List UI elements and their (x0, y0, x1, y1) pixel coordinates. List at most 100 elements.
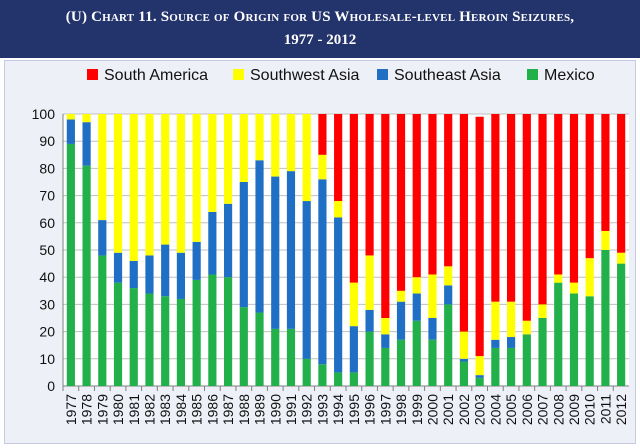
x-tick-label: 1997 (377, 394, 393, 425)
bar-southeast-asia-1977 (66, 119, 75, 144)
y-tick-label: 0 (47, 378, 55, 394)
x-tick-label: 2004 (487, 394, 503, 425)
x-tick-label: 1987 (220, 394, 236, 425)
bar-south-america-2004 (491, 114, 500, 302)
bar-southeast-asia-1995 (349, 326, 358, 373)
x-tick-label: 2000 (424, 394, 440, 425)
bar-southwest-asia-2001 (444, 266, 453, 286)
x-tick-label: 1988 (236, 394, 252, 425)
x-tick-label: 1999 (409, 394, 425, 425)
bar-south-america-1996 (365, 114, 374, 256)
bar-mexico-1990 (271, 328, 280, 386)
bar-southeast-asia-2004 (491, 339, 500, 348)
legend-label-south-america: South America (104, 67, 208, 84)
bar-mexico-2009 (569, 293, 579, 386)
bar-southwest-asia-2011 (601, 230, 610, 250)
bar-mexico-1977 (66, 143, 75, 386)
x-tick-label: 2001 (440, 394, 456, 425)
y-tick-label: 30 (39, 296, 55, 312)
bar-mexico-1989 (255, 312, 264, 386)
bar-south-america-1993 (318, 114, 327, 155)
bar-southeast-asia-1985 (192, 241, 201, 280)
y-tick-label: 80 (39, 160, 55, 176)
bar-southwest-asia-1999 (412, 277, 421, 294)
bar-mexico-2011 (601, 250, 610, 386)
bar-mexico-2000 (428, 339, 437, 386)
x-tick-label: 2003 (472, 394, 488, 425)
y-tick-label: 60 (39, 215, 55, 231)
bar-southwest-asia-2008 (554, 274, 563, 283)
legend-swatch-mexico (527, 69, 538, 80)
bar-southwest-asia-1981 (129, 114, 138, 261)
y-tick-label: 90 (39, 133, 55, 149)
bar-southwest-asia-1990 (271, 114, 280, 177)
bar-southwest-asia-2007 (538, 304, 547, 318)
chart-header: (U) Chart 11. Source of Origin for US Wh… (0, 0, 640, 58)
bar-southwest-asia-2004 (491, 301, 500, 340)
bar-southwest-asia-1994 (334, 201, 343, 218)
bar-south-america-2008 (554, 114, 563, 275)
bar-southwest-asia-1993 (318, 154, 327, 180)
x-tick-label: 2007 (535, 394, 551, 425)
bar-southwest-asia-1991 (286, 114, 296, 172)
bar-mexico-1992 (302, 358, 311, 386)
bar-mexico-2008 (554, 282, 563, 386)
bar-southwest-asia-1978 (82, 114, 91, 123)
bar-southwest-asia-2010 (585, 258, 594, 297)
x-tick-label: 1981 (126, 394, 142, 425)
bar-mexico-1993 (318, 364, 327, 386)
bar-mexico-1994 (334, 372, 343, 386)
bar-southeast-asia-2000 (428, 318, 437, 340)
bar-mexico-2002 (459, 361, 469, 386)
bar-southeast-asia-1989 (255, 160, 264, 313)
bar-mexico-2001 (444, 304, 453, 386)
x-tick-label: 1993 (314, 394, 330, 425)
bar-southeast-asia-1998 (396, 301, 406, 340)
bar-mexico-1995 (349, 372, 358, 386)
bar-southwest-asia-2002 (459, 331, 469, 359)
bar-southwest-asia-2003 (475, 356, 484, 376)
x-tick-label: 1983 (157, 394, 173, 425)
bar-southeast-asia-1982 (145, 255, 154, 294)
bar-south-america-2011 (601, 114, 610, 231)
x-tick-label: 1986 (204, 394, 220, 425)
bar-southeast-asia-1994 (334, 217, 343, 373)
x-tick-label: 1978 (79, 394, 95, 425)
bar-southeast-asia-1997 (381, 334, 390, 348)
bar-mexico-1998 (396, 339, 406, 386)
x-tick-label: 1984 (173, 394, 189, 425)
bar-southeast-asia-1983 (161, 244, 170, 297)
bar-southeast-asia-2001 (444, 285, 453, 305)
bar-southwest-asia-1995 (349, 282, 358, 327)
x-tick-label: 1994 (330, 394, 346, 425)
bar-mexico-1982 (145, 293, 154, 386)
x-tick-label: 2005 (503, 394, 519, 425)
bar-southwest-asia-1980 (113, 114, 123, 253)
x-tick-label: 1982 (141, 394, 157, 425)
bar-southeast-asia-1987 (223, 203, 233, 278)
bar-southeast-asia-2005 (506, 337, 516, 348)
x-tick-label: 1991 (283, 394, 299, 425)
bar-mexico-1985 (192, 279, 201, 386)
bar-southeast-asia-1992 (302, 201, 311, 359)
x-tick-label: 1979 (94, 394, 110, 425)
bar-south-america-1998 (396, 114, 406, 291)
bar-mexico-2003 (475, 377, 484, 386)
bar-mexico-2012 (617, 263, 626, 386)
x-tick-label: 1989 (252, 394, 268, 425)
legend-label-southwest-asia: Southwest Asia (250, 67, 360, 84)
bar-south-america-2009 (569, 114, 579, 283)
bar-mexico-1979 (98, 255, 107, 386)
bar-mexico-1981 (129, 288, 138, 386)
bar-southwest-asia-1988 (239, 114, 248, 182)
legend-swatch-southwest-asia (233, 69, 244, 80)
chart-title: (U) Chart 11. Source of Origin for US Wh… (65, 9, 575, 25)
bar-southeast-asia-2003 (475, 375, 484, 378)
x-tick-label: 1977 (63, 394, 79, 425)
x-tick-label: 2009 (566, 394, 582, 425)
bar-south-america-1999 (412, 114, 421, 278)
bar-mexico-1996 (365, 331, 374, 386)
bar-southeast-asia-1979 (98, 220, 107, 256)
